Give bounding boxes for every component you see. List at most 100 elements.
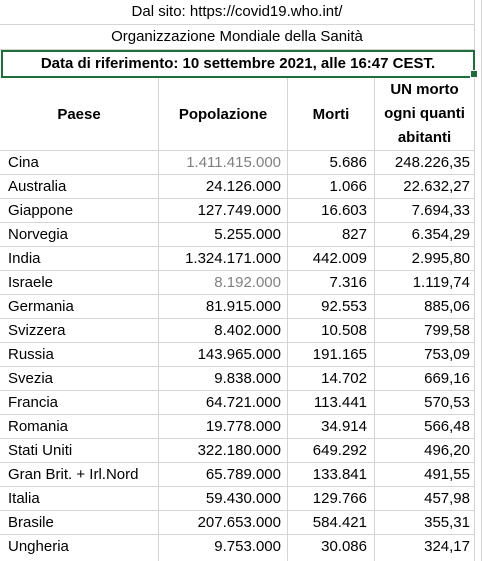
column-header-ratio[interactable]: UN morto ogni quanti abitanti [375,78,474,150]
table-row[interactable]: Svezia 9.838.000 14.702 669,16 [0,366,474,391]
table-row[interactable]: Norvegia 5.255.000 827 6.354,29 [0,222,474,247]
ratio-cell[interactable]: 570,53 [424,394,470,411]
ratio-cell[interactable]: 22.632,27 [403,178,470,195]
deaths-cell[interactable]: 191.165 [312,346,367,363]
population-cell[interactable]: 8.192.000 [214,274,281,291]
country-cell[interactable]: Cina [8,154,39,171]
population-cell[interactable]: 81.915.000 [205,298,281,315]
table-row[interactable]: Ungheria 9.753.000 30.086 324,17 [0,534,474,559]
column-header-paese[interactable]: Paese [57,105,101,123]
ratio-header-line: ogni quanti [384,105,465,122]
population-cell[interactable]: 24.126.000 [205,178,281,195]
reference-date-cell-selected[interactable]: Data di riferimento: 10 settembre 2021, … [1,50,475,78]
table-row[interactable]: India 1.324.171.000 442.009 2.995,80 [0,246,474,271]
ratio-cell[interactable]: 566,48 [424,418,470,435]
population-cell[interactable]: 5.255.000 [214,226,281,243]
column-separator [287,78,288,561]
sheet-edge-line [474,0,475,561]
source-cell[interactable]: Dal sito: https://covid19.who.int/ [0,0,474,25]
deaths-cell[interactable]: 92.553 [321,298,367,315]
population-cell[interactable]: 8.402.000 [214,322,281,339]
deaths-cell[interactable]: 10.508 [321,322,367,339]
ratio-cell[interactable]: 324,17 [424,538,470,555]
table-row[interactable]: Israele 8.192.000 7.316 1.119,74 [0,270,474,295]
ratio-header-line: UN morto [390,81,459,98]
country-cell[interactable]: Russia [8,346,54,363]
population-cell[interactable]: 19.778.000 [205,418,281,435]
population-cell[interactable]: 9.838.000 [214,370,281,387]
ratio-header-line: abitanti [397,129,452,146]
ratio-cell[interactable]: 799,58 [424,322,470,339]
population-cell[interactable]: 9.753.000 [214,538,281,555]
country-cell[interactable]: Ungheria [8,538,69,555]
table-row[interactable]: Stati Uniti 322.180.000 649.292 496,20 [0,438,474,463]
deaths-cell[interactable]: 1.066 [329,178,367,195]
ratio-cell[interactable]: 248.226,35 [394,154,470,171]
population-cell[interactable]: 64.721.000 [205,394,281,411]
deaths-cell[interactable]: 7.316 [329,274,367,291]
deaths-cell[interactable]: 584.421 [312,514,367,531]
table-row[interactable]: Italia 59.430.000 129.766 457,98 [0,486,474,511]
country-cell[interactable]: Norvegia [8,226,69,243]
country-cell[interactable]: Romania [8,418,69,435]
country-cell[interactable]: Germania [8,298,74,315]
deaths-cell[interactable]: 827 [341,226,367,243]
deaths-cell[interactable]: 30.086 [321,538,367,555]
ratio-cell[interactable]: 457,98 [424,490,470,507]
deaths-cell[interactable]: 649.292 [312,442,367,459]
country-cell[interactable]: India [8,250,41,267]
population-cell[interactable]: 322.180.000 [197,442,281,459]
table-row[interactable]: Germania 81.915.000 92.553 885,06 [0,294,474,319]
country-cell[interactable]: Giappone [8,202,74,219]
table-row[interactable]: Svizzera 8.402.000 10.508 799,58 [0,318,474,343]
ratio-cell[interactable]: 669,16 [424,370,470,387]
population-cell[interactable]: 127.749.000 [197,202,281,219]
country-cell[interactable]: Svizzera [8,322,66,339]
ratio-cell[interactable]: 6.354,29 [411,226,470,243]
column-separator [374,78,375,561]
table-row[interactable]: Giappone 127.749.000 16.603 7.694,33 [0,198,474,223]
fill-handle[interactable] [470,70,478,78]
ratio-cell[interactable]: 496,20 [424,442,470,459]
country-cell[interactable]: Francia [8,394,59,411]
deaths-cell[interactable]: 129.766 [312,490,367,507]
ratio-cell[interactable]: 7.694,33 [411,202,470,219]
country-cell[interactable]: Italia [8,490,40,507]
ratio-cell[interactable]: 491,55 [424,466,470,483]
population-cell[interactable]: 207.653.000 [197,514,281,531]
column-header-morti[interactable]: Morti [312,105,350,123]
table-row[interactable]: Russia 143.965.000 191.165 753,09 [0,342,474,367]
table-row[interactable]: Brasile 207.653.000 584.421 355,31 [0,510,474,535]
population-cell[interactable]: 1.324.171.000 [185,250,281,267]
deaths-cell[interactable]: 133.841 [312,466,367,483]
country-cell[interactable]: Israele [8,274,54,291]
country-cell[interactable]: Australia [8,178,67,195]
deaths-cell[interactable]: 113.441 [313,394,367,411]
ratio-cell[interactable]: 885,06 [424,298,470,315]
column-header-popolazione[interactable]: Popolazione [178,105,268,123]
ratio-cell[interactable]: 2.995,80 [411,250,470,267]
table-row[interactable]: Gran Brit. + Irl.Nord 65.789.000 133.841 49… [0,462,474,487]
ratio-cell[interactable]: 1.119,74 [412,274,470,291]
ratio-cell[interactable]: 753,09 [424,346,470,363]
table-row[interactable]: Cina 1.411.415.000 5.686 248.226,35 [0,150,474,175]
population-cell[interactable]: 65.789.000 [205,466,281,483]
population-cell[interactable]: 143.965.000 [197,346,281,363]
organization-cell[interactable]: Organizzazione Mondiale della Sanità [0,25,474,50]
country-cell[interactable]: Brasile [8,514,54,531]
country-cell[interactable]: Svezia [8,370,54,387]
ratio-cell[interactable]: 355,31 [424,514,470,531]
country-cell[interactable]: Gran Brit. + Irl.Nord [8,466,139,483]
population-cell[interactable]: 59.430.000 [205,490,281,507]
deaths-cell[interactable]: 442.009 [312,250,367,267]
country-cell[interactable]: Stati Uniti [8,442,73,459]
deaths-cell[interactable]: 5.686 [329,154,367,171]
deaths-cell[interactable]: 14.702 [321,370,367,387]
deaths-cell[interactable]: 16.603 [321,202,367,219]
table-row[interactable]: Australia 24.126.000 1.066 22.632,27 [0,174,474,199]
deaths-cell[interactable]: 34.914 [321,418,367,435]
population-cell[interactable]: 1.411.415.000 [186,154,281,171]
table-row[interactable]: Romania 19.778.000 34.914 566,48 [0,414,474,439]
table-row[interactable]: Francia 64.721.000 113.441 570,53 [0,390,474,415]
